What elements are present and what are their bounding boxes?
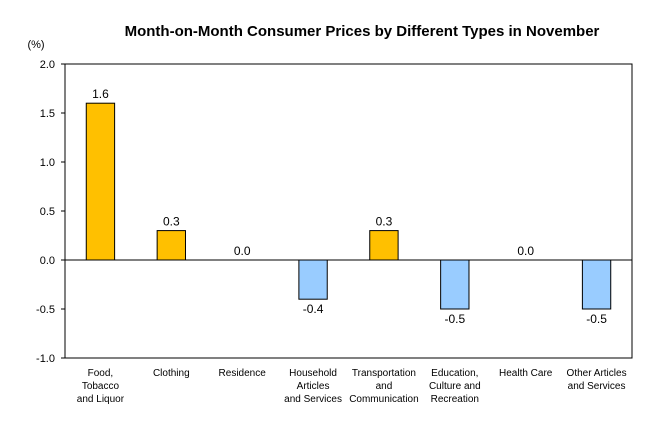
x-category-label-line: and Services: [568, 381, 626, 392]
bar-5: [370, 231, 398, 260]
y-tick-label: -1.0: [36, 353, 55, 365]
data-label: -0.5: [586, 312, 607, 326]
data-label: -0.4: [303, 302, 324, 316]
y-tick-label: 0.0: [40, 255, 55, 267]
chart-title: Month-on-Month Consumer Prices by Differ…: [125, 23, 600, 40]
x-category-label: Education, Culture and Recreation: [429, 368, 481, 405]
x-category-label-line: and Services: [284, 394, 342, 405]
x-category-label: Household Articles and Services: [284, 368, 342, 405]
x-category-label: Health Care: [499, 368, 553, 379]
x-category-label-line: Articles: [297, 381, 330, 392]
x-axis-category-labels: Food, Tobacco and Liquor Clothing Residence H…: [77, 368, 627, 405]
x-category-label: Food, Tobacco and Liquor: [77, 368, 125, 405]
x-category-label-line: Tobacco: [82, 381, 120, 392]
bar-2: [157, 231, 185, 260]
x-category-label: Residence: [219, 368, 267, 379]
x-category-label-line: and: [376, 381, 393, 392]
x-category-label-line: Communication: [349, 394, 418, 405]
y-tick-label: 2.0: [40, 59, 55, 71]
bar-chart: Month-on-Month Consumer Prices by Differ…: [0, 0, 662, 435]
data-labels-group: 1.6 0.3 0.0 -0.4 0.3 -0.5 0.0 -0.5: [92, 87, 607, 326]
y-axis-unit-label: (%): [27, 39, 44, 51]
x-category-label: Other Articles and Services: [567, 368, 627, 392]
bar-8: [582, 260, 610, 309]
x-category-label-line: Transportation: [352, 368, 416, 379]
y-axis: 2.0 1.5 1.0 0.5 0.0 -0.5 -1.0: [36, 59, 65, 365]
data-label: 0.3: [376, 215, 393, 229]
x-category-label-line: Residence: [219, 368, 267, 379]
x-category-label-line: and Liquor: [77, 394, 125, 405]
plot-area-frame: [65, 64, 632, 358]
data-label: 0.3: [163, 215, 180, 229]
y-tick-label: 1.0: [40, 157, 55, 169]
x-category-label-line: Clothing: [153, 368, 190, 379]
bar-4: [299, 260, 327, 299]
x-category-label-line: Food,: [88, 368, 114, 379]
x-category-label-line: Recreation: [431, 394, 479, 405]
data-label: 1.6: [92, 87, 109, 101]
x-category-label-line: Culture and: [429, 381, 481, 392]
data-label: 0.0: [517, 244, 534, 258]
bars-group: [86, 103, 610, 309]
x-category-label: Clothing: [153, 368, 190, 379]
data-label: -0.5: [444, 312, 465, 326]
bar-1: [86, 103, 114, 260]
data-label: 0.0: [234, 244, 251, 258]
x-category-label-line: Education,: [431, 368, 478, 379]
x-category-label-line: Other Articles: [567, 368, 627, 379]
x-category-label: Transportation and Communication: [349, 368, 418, 405]
x-category-label-line: Household: [289, 368, 337, 379]
y-tick-label: -0.5: [36, 304, 55, 316]
bar-6: [441, 260, 469, 309]
x-category-label-line: Health Care: [499, 368, 553, 379]
y-tick-label: 1.5: [40, 108, 55, 120]
y-tick-label: 0.5: [40, 206, 55, 218]
